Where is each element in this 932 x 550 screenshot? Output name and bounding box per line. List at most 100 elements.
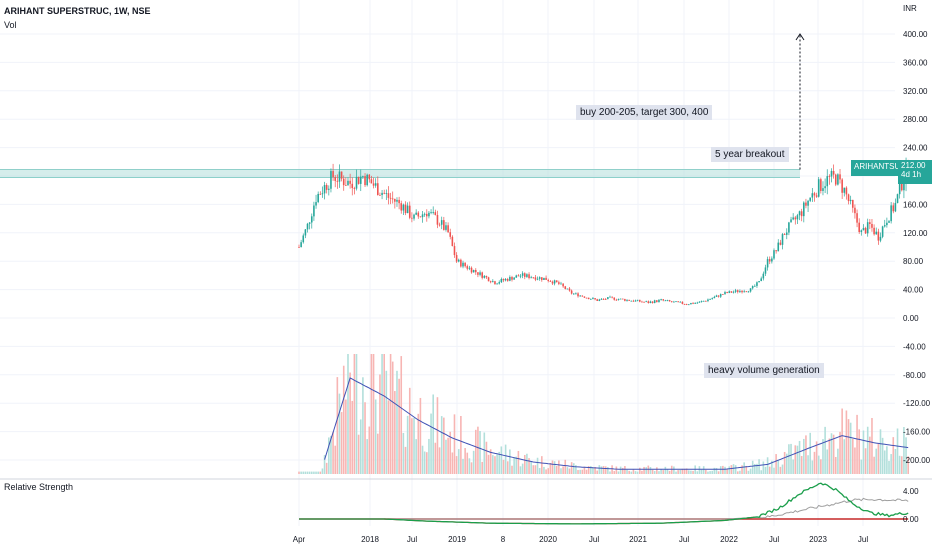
volume-bar — [526, 453, 528, 474]
volume-bar — [394, 391, 396, 474]
volume-bar — [328, 437, 330, 474]
volume-bar — [351, 400, 354, 474]
volume-bar — [630, 471, 633, 474]
candle-body — [619, 298, 622, 300]
volume-bar — [374, 399, 377, 474]
candle-body — [883, 225, 886, 227]
candle-body — [530, 277, 532, 279]
volume-bar — [860, 459, 863, 474]
volume-bar — [636, 471, 639, 474]
volume-bar — [415, 439, 417, 474]
candle-body — [747, 291, 750, 293]
candle-body — [628, 299, 630, 301]
candle-body — [711, 298, 714, 300]
candle-body — [545, 277, 547, 280]
volume-bar — [306, 471, 309, 474]
volume-bar — [515, 456, 518, 474]
candle-body — [690, 302, 692, 305]
volume-bar — [649, 467, 652, 474]
candle-body — [470, 267, 473, 273]
candle-body — [647, 301, 650, 304]
candle-body — [594, 298, 596, 300]
x-tick-label: 2018 — [361, 535, 379, 544]
candle-body — [600, 298, 603, 300]
candle-body — [536, 278, 539, 280]
volume-bar — [824, 426, 826, 474]
volume-bar — [624, 466, 626, 474]
candle-body — [325, 185, 328, 190]
volume-bar — [496, 454, 498, 474]
volume-bar — [675, 471, 677, 474]
candle-body — [660, 299, 662, 301]
volume-bar — [304, 471, 307, 474]
x-tick-label: Jul — [679, 535, 689, 544]
candle-body — [643, 301, 645, 303]
volume-bar — [837, 448, 839, 474]
candle-body — [355, 176, 358, 189]
volume-bar — [717, 471, 720, 474]
bar-countdown: 4d 1h — [901, 170, 922, 179]
candle-body — [866, 222, 869, 234]
candle-body — [406, 205, 409, 214]
candle-body — [888, 221, 890, 223]
volume-bar — [864, 448, 867, 474]
candle-body — [349, 180, 351, 184]
y-tick-label: 280.00 — [903, 115, 928, 124]
volume-bar — [683, 468, 686, 474]
volume-bar — [858, 429, 860, 474]
volume-bar — [900, 456, 903, 474]
volume-bar — [845, 410, 848, 474]
volume-bar — [587, 466, 590, 474]
volume-bar — [572, 463, 575, 474]
volume-bar — [566, 467, 569, 474]
volume-bar — [583, 466, 586, 474]
candle-body — [869, 222, 871, 224]
candle-body — [815, 195, 818, 197]
volume-bar — [730, 465, 733, 474]
candle-body — [670, 301, 673, 303]
target-note[interactable]: buy 200-205, target 300, 400 — [576, 105, 713, 120]
candle-body — [321, 193, 324, 195]
volume-bar — [440, 416, 443, 474]
candle-body — [794, 217, 797, 220]
volume-bar — [792, 459, 794, 474]
candle-body — [583, 296, 586, 298]
candle-body — [483, 275, 486, 278]
volume-bar — [457, 449, 460, 474]
candle-body — [632, 300, 635, 302]
volume-bar — [766, 457, 769, 474]
volume-bar — [803, 438, 805, 474]
candle-body — [741, 290, 743, 293]
candle-body — [538, 277, 541, 279]
volume-bar — [751, 460, 754, 474]
candle-body — [664, 300, 667, 302]
volume-bar — [692, 470, 694, 474]
x-tick-label: 2022 — [720, 535, 738, 544]
candle-body — [673, 301, 675, 303]
volume-bar — [396, 370, 398, 474]
volume-note[interactable]: heavy volume generation — [704, 363, 824, 378]
volume-bar — [313, 471, 315, 474]
currency-unit: INR — [903, 4, 917, 13]
volume-bar — [673, 466, 675, 474]
x-tick-label: Jul — [769, 535, 779, 544]
volume-bar — [577, 470, 579, 474]
volume-bar — [585, 469, 588, 474]
candle-body — [662, 299, 665, 301]
x-tick-label: 2019 — [448, 535, 466, 544]
volume-bar — [873, 456, 875, 474]
breakout-note[interactable]: 5 year breakout — [711, 147, 789, 162]
candle-body — [398, 199, 400, 204]
candle-body — [871, 223, 873, 228]
x-axis-ticks: Apr 2018 Jul 2019 8 2020 Jul 2021 Jul 2022 Jul 2023… — [293, 535, 869, 544]
volume-bar — [511, 465, 513, 474]
volume-bar — [754, 463, 756, 474]
candle-body — [306, 223, 309, 230]
volume-bar — [856, 414, 858, 474]
symbol-tag: ARIHANTSUP — [851, 160, 909, 176]
volume-bar — [764, 466, 767, 474]
candle-body — [800, 211, 803, 217]
candle-body — [577, 293, 579, 297]
candle-body — [485, 275, 488, 278]
